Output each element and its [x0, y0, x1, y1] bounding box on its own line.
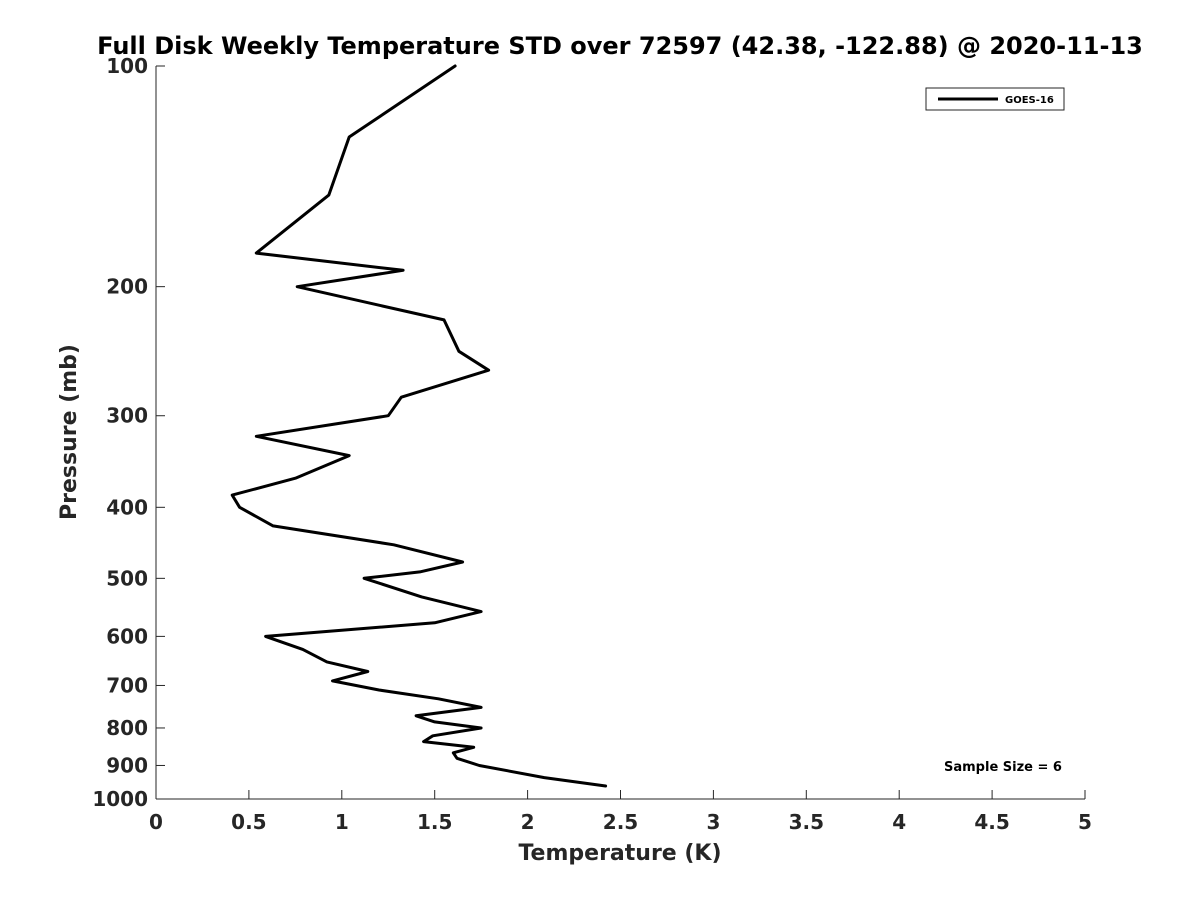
- x-axis-label: Temperature (K): [518, 841, 721, 866]
- legend: GOES-16: [925, 87, 1065, 111]
- x-tick-label: 4.5: [974, 810, 1009, 834]
- y-axis-label: Pressure (mb): [57, 344, 82, 520]
- chart-title: Full Disk Weekly Temperature STD over 72…: [97, 32, 1143, 60]
- y-tick-label: 400: [106, 495, 148, 519]
- series-line-goes-16: [230, 64, 608, 788]
- y-tick-label: 600: [106, 624, 148, 648]
- x-tick-label: 1: [335, 810, 349, 834]
- x-tick-label: 2.5: [603, 810, 638, 834]
- y-tick-label: 900: [106, 753, 148, 777]
- x-tick-label: 3: [706, 810, 720, 834]
- x-tick-label: 5: [1078, 810, 1092, 834]
- x-tick-label: 4: [892, 810, 906, 834]
- y-tick-label: 800: [106, 716, 148, 740]
- y-tick-label: 1000: [92, 787, 148, 811]
- sample-size-annotation: Sample Size = 6: [944, 760, 1062, 775]
- y-tick-label: 300: [106, 404, 148, 428]
- x-tick-label: 0.5: [231, 810, 266, 834]
- x-tick-label: 2: [521, 810, 535, 834]
- y-tick-label: 100: [106, 54, 148, 78]
- y-tick-label: 700: [106, 673, 148, 697]
- x-tick-label: 1.5: [417, 810, 452, 834]
- plot-axes: [155, 66, 1085, 800]
- x-tick-label: 3.5: [789, 810, 824, 834]
- x-tick-label: 0: [149, 810, 163, 834]
- y-tick-label: 200: [106, 275, 148, 299]
- axis-ticks: 0 0.5 1 1.5 2 2.5 3 3.5 4 4.5 5 100 200 300 400 500 600 7…: [92, 54, 1092, 834]
- series-layer: [230, 64, 608, 788]
- legend-label: GOES-16: [1005, 95, 1054, 106]
- y-tick-label: 500: [106, 566, 148, 590]
